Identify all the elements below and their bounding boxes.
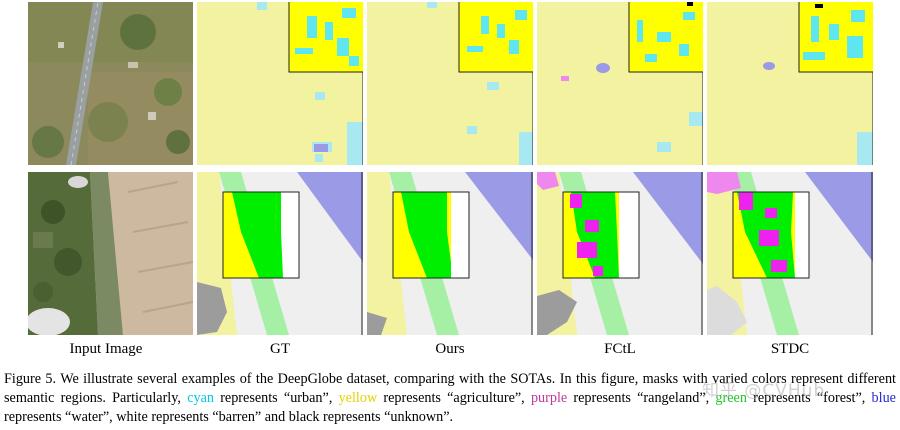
figure-caption: Figure 5. We illustrate several examples… bbox=[4, 370, 896, 427]
column-label-stdc: STDC bbox=[770, 341, 810, 357]
caption-word-yellow: yellow bbox=[338, 390, 378, 406]
caption-text-6: represents “water”, white represents “ba… bbox=[4, 409, 454, 425]
caption-word-green: green bbox=[715, 390, 747, 406]
gt-mask-row2 bbox=[197, 172, 363, 335]
caption-text-5: represents “forest”, bbox=[746, 390, 872, 406]
caption-text-4: represents “rangeland”, bbox=[567, 390, 716, 406]
caption-text-2: represents “urban”, bbox=[213, 390, 339, 406]
stdc-mask-row2 bbox=[707, 172, 873, 335]
caption-word-blue: blue bbox=[871, 390, 896, 406]
input-image-row2 bbox=[28, 172, 193, 335]
ours-mask-row2 bbox=[367, 172, 533, 335]
column-label-input: Input Image bbox=[69, 341, 143, 357]
caption-text-1: Figure 5. We illustrate several examples… bbox=[4, 371, 896, 406]
caption-word-purple: purple bbox=[530, 390, 568, 406]
column-label-ours: Ours bbox=[435, 341, 465, 357]
watermark: 知乎 @CVHub bbox=[702, 381, 826, 401]
caption-word-cyan: cyan bbox=[187, 390, 214, 406]
input-image-row1 bbox=[28, 2, 193, 165]
fctl-mask-row2 bbox=[537, 172, 703, 335]
ours-mask-row1 bbox=[367, 2, 533, 165]
caption-text-3: represents “agriculture”, bbox=[377, 390, 531, 406]
gt-mask-row1 bbox=[197, 2, 363, 165]
stdc-mask-row1 bbox=[707, 2, 873, 165]
column-label-gt: GT bbox=[270, 341, 290, 357]
fctl-mask-row1 bbox=[537, 2, 703, 165]
column-label-fctl: FCtL bbox=[604, 341, 636, 357]
